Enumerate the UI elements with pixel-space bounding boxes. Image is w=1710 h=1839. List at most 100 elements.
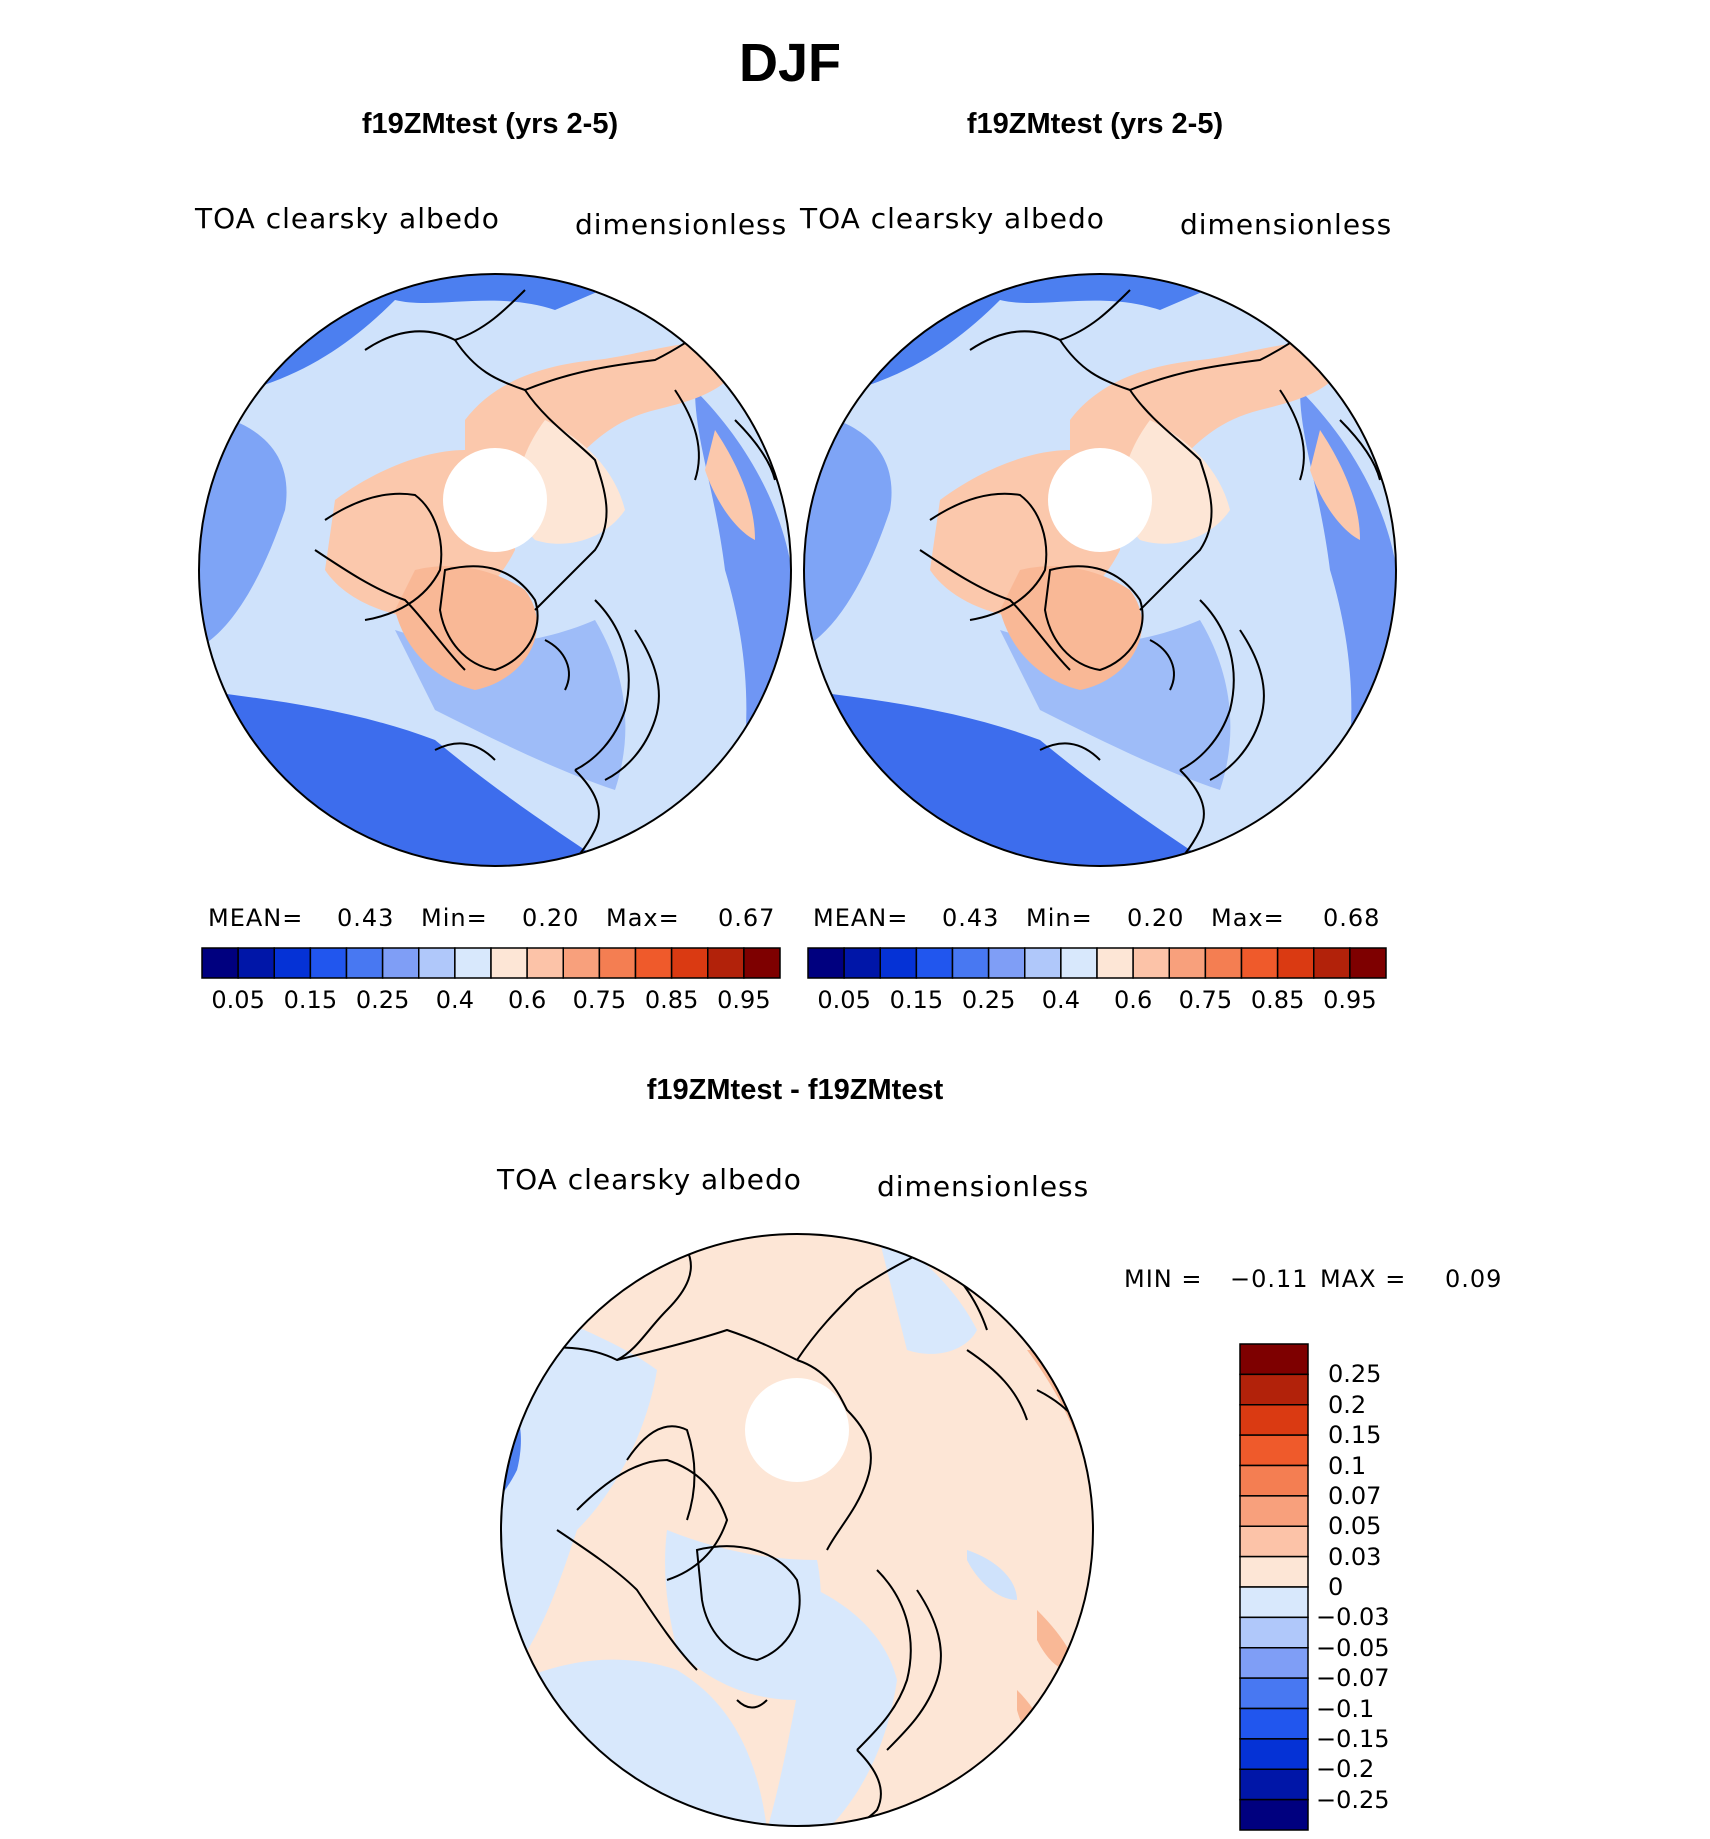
main-title: DJF [738, 33, 841, 93]
diff-variable-label: TOA clearsky albedo [497, 1163, 802, 1196]
colorbar-swatch [1240, 947, 1279, 979]
colorbar-swatch [1239, 1707, 1309, 1740]
left-min-label: Min= [421, 904, 488, 932]
right-colorbar-ticks: 0.05 0.15 0.25 0.4 0.6 0.75 0.85 0.95 [808, 986, 1386, 1016]
colorbar-swatch [1239, 1677, 1309, 1710]
left-variable-label: TOA clearsky albedo [195, 202, 500, 235]
colorbar-swatch [951, 947, 990, 979]
colorbar-tick-label: 0.2 [1328, 1390, 1367, 1419]
diff-max-value: 0.09 [1445, 1265, 1503, 1293]
diff-colorbar-ticks: 0.25 0.2 0.15 0.1 0.07 0.05 0.03 0 −0.03 −0.05 −0.… [1316, 1344, 1446, 1830]
colorbar-swatch [670, 947, 709, 979]
colorbar-tick-label: −0.25 [1316, 1785, 1390, 1814]
colorbar-swatch [1276, 947, 1315, 979]
colorbar-swatch [1239, 1373, 1309, 1406]
colorbar-tick-label: 0.75 [572, 986, 627, 1014]
colorbar-tick-label: 0.05 [211, 986, 265, 1014]
colorbar-tick-label: 0.95 [717, 986, 771, 1014]
right-min-value: 0.20 [1127, 904, 1185, 932]
colorbar-swatch [1060, 947, 1098, 979]
right-max-label: Max= [1211, 904, 1285, 932]
left-panel-title: f19ZMtest (yrs 2-5) [361, 108, 619, 140]
colorbar-tick-label: −0.07 [1316, 1664, 1390, 1693]
left-colorbar-ticks: 0.05 0.15 0.25 0.4 0.6 0.75 0.85 0.95 [202, 986, 780, 1016]
colorbar-tick-label: 0.85 [1250, 986, 1305, 1014]
colorbar-swatch [1239, 1586, 1309, 1619]
colorbar-swatch [237, 947, 275, 979]
right-max-value: 0.68 [1323, 904, 1381, 932]
colorbar-swatch [1239, 1525, 1309, 1558]
colorbar-swatch [526, 947, 564, 979]
colorbar-swatch [1239, 1343, 1309, 1376]
colorbar-swatch [1349, 947, 1387, 979]
colorbar-swatch [598, 947, 637, 979]
colorbar-tick-label: −0.03 [1316, 1603, 1390, 1632]
colorbar-tick-label: 0.25 [961, 986, 1016, 1014]
colorbar-swatch [201, 947, 239, 979]
right-min-label: Min= [1026, 904, 1093, 932]
colorbar-swatch [1096, 947, 1134, 979]
right-panel-title: f19ZMtest (yrs 2-5) [966, 108, 1224, 140]
diff-polar-map [500, 1233, 1094, 1827]
colorbar-tick-label: 0.07 [1328, 1481, 1382, 1510]
colorbar-swatch [273, 947, 312, 979]
left-max-label: Max= [606, 904, 680, 932]
colorbar-tick-label: 0.1 [1328, 1451, 1367, 1480]
colorbar-swatch [418, 947, 456, 979]
diff-units-label: dimensionless [877, 1170, 1090, 1203]
right-units-label: dimensionless [1180, 208, 1393, 241]
left-min-value: 0.20 [522, 904, 580, 932]
colorbar-swatch [707, 947, 745, 979]
left-polar-map [198, 273, 792, 867]
colorbar-swatch [807, 947, 845, 979]
colorbar-swatch [1239, 1768, 1309, 1801]
colorbar-tick-label: 0.4 [435, 986, 474, 1014]
colorbar-swatch [1132, 947, 1170, 979]
colorbar-tick-label: −0.15 [1316, 1724, 1390, 1753]
colorbar-tick-label: 0.6 [1114, 986, 1153, 1014]
colorbar-swatch [1239, 1404, 1309, 1436]
colorbar-swatch [634, 947, 673, 979]
colorbar-tick-label: 0.6 [508, 986, 547, 1014]
diff-panel-title: f19ZMtest - f19ZMtest [646, 1074, 944, 1106]
diff-max-label: MAX = [1320, 1265, 1407, 1293]
left-units-label: dimensionless [575, 208, 788, 241]
colorbar-tick-label: 0.75 [1178, 986, 1233, 1014]
colorbar-tick-label: 0.05 [1328, 1512, 1382, 1541]
colorbar-tick-label: −0.1 [1316, 1694, 1375, 1723]
colorbar-swatch [1239, 1647, 1309, 1679]
colorbar-swatch [1239, 1616, 1309, 1649]
colorbar-tick-label: 0.15 [283, 986, 338, 1014]
colorbar-swatch [1204, 947, 1243, 979]
diff-min-value: −0.11 [1230, 1265, 1309, 1293]
right-polar-map [803, 273, 1397, 867]
right-colorbar [807, 947, 1387, 979]
right-mean-value: 0.43 [942, 904, 1000, 932]
right-variable-label: TOA clearsky albedo [800, 202, 1105, 235]
left-colorbar [201, 947, 781, 979]
colorbar-swatch [1024, 947, 1062, 979]
colorbar-swatch [1239, 1434, 1309, 1467]
colorbar-swatch [345, 947, 384, 979]
colorbar-swatch [454, 947, 492, 979]
left-max-value: 0.67 [718, 904, 776, 932]
colorbar-tick-label: 0.03 [1328, 1542, 1382, 1571]
colorbar-swatch [1239, 1495, 1309, 1527]
colorbar-swatch [1239, 1555, 1309, 1588]
colorbar-swatch [743, 947, 781, 979]
colorbar-tick-label: 0.15 [1328, 1421, 1382, 1450]
colorbar-tick-label: 0.15 [889, 986, 944, 1014]
colorbar-tick-label: 0.05 [817, 986, 871, 1014]
colorbar-swatch [1239, 1464, 1309, 1497]
colorbar-swatch [915, 947, 954, 979]
colorbar-swatch [1239, 1798, 1309, 1831]
colorbar-tick-label: 0.4 [1041, 986, 1080, 1014]
diff-min-label: MIN = [1124, 1265, 1203, 1293]
colorbar-swatch [1239, 1738, 1309, 1770]
colorbar-swatch [1313, 947, 1351, 979]
colorbar-swatch [843, 947, 881, 979]
colorbar-swatch [309, 947, 348, 979]
colorbar-swatch [490, 947, 528, 979]
colorbar-tick-label: 0.25 [1328, 1360, 1382, 1389]
diff-colorbar [1239, 1343, 1309, 1831]
